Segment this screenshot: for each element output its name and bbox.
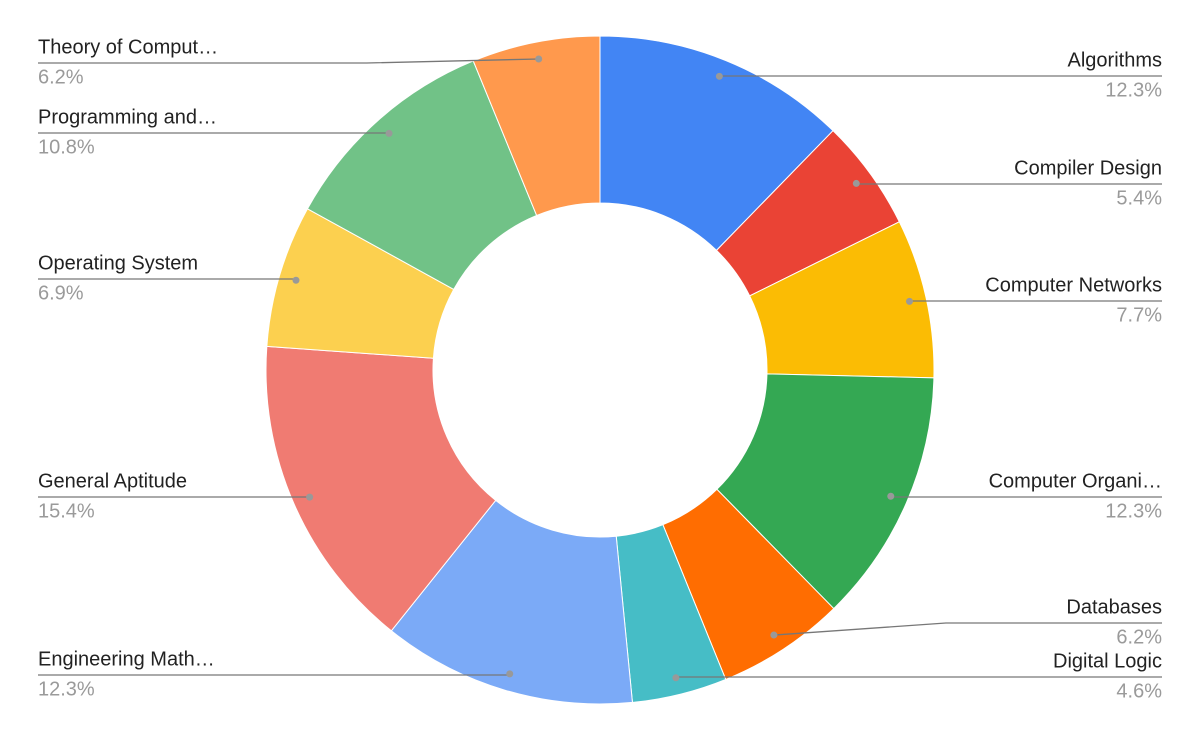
leader-dot bbox=[715, 72, 723, 80]
leader-dot bbox=[887, 492, 895, 500]
leader-dot bbox=[852, 179, 860, 187]
slice-label: Theory of Comput… bbox=[38, 36, 218, 58]
slice bbox=[390, 499, 633, 705]
slice bbox=[716, 373, 935, 610]
slice-value-label: 7.7% bbox=[1116, 304, 1162, 326]
slice-value-label: 6.9% bbox=[38, 282, 84, 304]
leader-dot bbox=[535, 55, 543, 63]
slice-value-label: 6.2% bbox=[38, 66, 84, 88]
leader-line bbox=[773, 622, 1162, 636]
leader-dot bbox=[905, 297, 913, 305]
slice-label: Computer Organi… bbox=[989, 470, 1162, 492]
leader-dot bbox=[506, 670, 514, 678]
slice-value-label: 5.4% bbox=[1116, 187, 1162, 209]
slice-value-label: 12.3% bbox=[1105, 79, 1162, 101]
leader-line bbox=[38, 58, 539, 64]
slice-value-label: 12.3% bbox=[38, 678, 95, 700]
slice-label: Operating System bbox=[38, 252, 198, 274]
leader-dot bbox=[306, 493, 314, 501]
slice bbox=[599, 35, 834, 252]
leader-dot bbox=[770, 631, 778, 639]
slice-label: Compiler Design bbox=[1014, 157, 1162, 179]
leader-line bbox=[890, 496, 1162, 498]
leader-dot bbox=[672, 674, 680, 682]
slice-value-label: 10.8% bbox=[38, 136, 95, 158]
slice-label: Databases bbox=[1066, 596, 1162, 618]
slice-label: Engineering Math… bbox=[38, 648, 215, 670]
leader-line bbox=[855, 183, 1162, 185]
leader-line bbox=[38, 673, 511, 676]
slice-label: Algorithms bbox=[1068, 49, 1162, 71]
slice-value-label: 6.2% bbox=[1116, 626, 1162, 648]
leader-line bbox=[675, 676, 1162, 678]
slice-value-label: 15.4% bbox=[38, 500, 95, 522]
slice-label: Computer Networks bbox=[985, 274, 1162, 296]
leader-dot bbox=[292, 276, 300, 284]
leader-line bbox=[38, 278, 297, 281]
slice-label: General Aptitude bbox=[38, 470, 187, 492]
slice bbox=[472, 35, 601, 217]
slice-label: Programming and… bbox=[38, 106, 217, 128]
leader-dot bbox=[385, 129, 393, 137]
slice-label: Digital Logic bbox=[1053, 650, 1162, 672]
slice-value-label: 4.6% bbox=[1116, 680, 1162, 702]
slice-value-label: 12.3% bbox=[1105, 500, 1162, 522]
slice bbox=[265, 345, 497, 632]
